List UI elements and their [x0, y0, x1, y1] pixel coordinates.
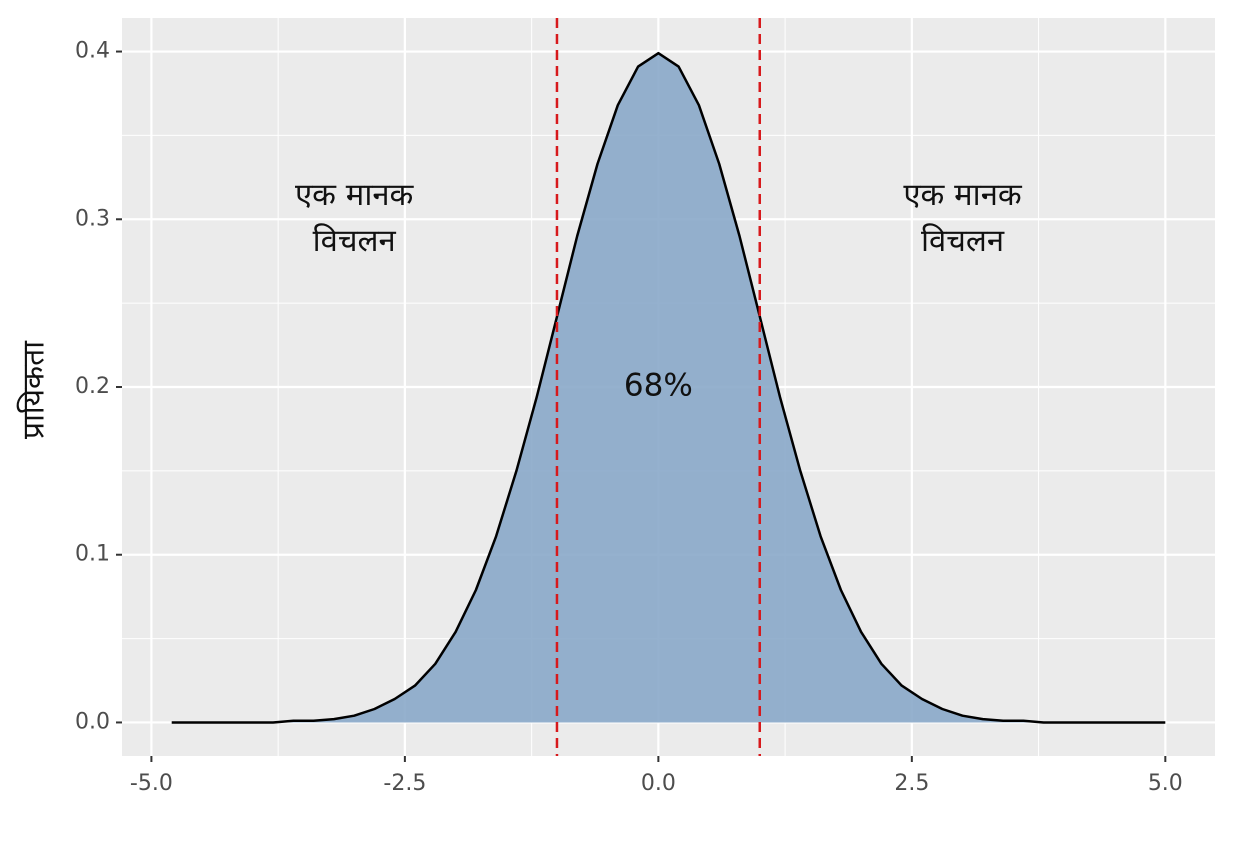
y-tick-label: 0.1 — [75, 542, 110, 567]
annotation: एक मानक — [903, 177, 1023, 213]
annotation: 68% — [624, 368, 693, 404]
annotation: एक मानक — [295, 177, 415, 213]
y-axis-label: प्रायिकता — [17, 340, 52, 439]
annotation: विचलन — [313, 223, 397, 259]
x-tick-label: 2.5 — [894, 771, 929, 796]
density-line — [171, 51, 1166, 724]
annotation: विचलन — [921, 223, 1005, 259]
density-area — [171, 53, 1166, 723]
x-tick-label: 0.0 — [641, 771, 676, 796]
x-tick-label: -5.0 — [130, 771, 173, 796]
x-tick-label: -2.5 — [383, 771, 426, 796]
x-tick-label: 5.0 — [1148, 771, 1183, 796]
y-tick-label: 0.0 — [75, 709, 110, 734]
y-tick-label: 0.2 — [75, 374, 110, 399]
y-tick-label: 0.4 — [75, 39, 110, 64]
y-tick-label: 0.3 — [75, 206, 110, 231]
